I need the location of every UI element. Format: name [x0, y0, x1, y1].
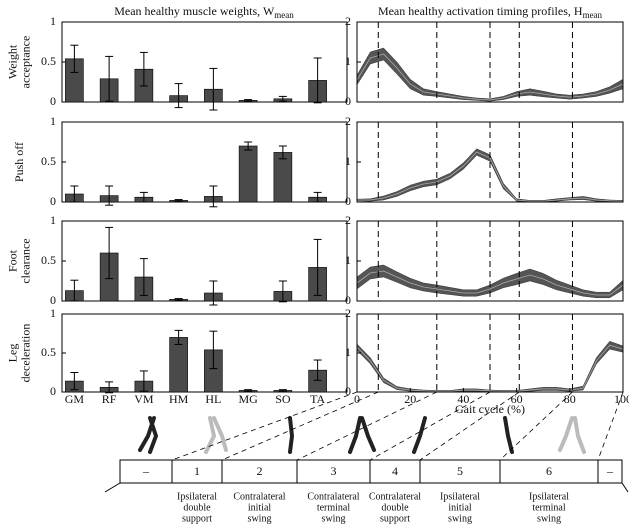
y-axis-label: Foot	[5, 249, 19, 272]
y-tick-label: 0	[345, 293, 351, 307]
phase-number: –	[606, 464, 614, 478]
phase-label: swing	[322, 513, 346, 524]
y-axis-label: Leg	[5, 344, 19, 363]
x-tick-label: TA	[310, 392, 325, 406]
x-tick-label: HM	[169, 392, 189, 406]
x-tick-label: 20	[404, 392, 416, 406]
y-tick-label: 0	[345, 94, 351, 108]
y-axis-label: Push off	[12, 142, 26, 182]
phase-label: Contralateral	[369, 491, 421, 502]
title-text: Mean healthy activation timing profiles,…	[378, 4, 583, 18]
x-tick-label: HL	[205, 392, 221, 406]
phase-label: swing	[248, 513, 272, 524]
phase-label: Ipsilateral	[529, 491, 569, 502]
chart-title: Mean healthy activation timing profiles,…	[378, 4, 603, 20]
x-tick-label: VM	[134, 392, 154, 406]
phase-number: 3	[331, 464, 337, 478]
title-subscript: mean	[583, 10, 603, 20]
phase-label: support	[182, 513, 212, 524]
y-axis-label: clearance	[18, 238, 32, 283]
bar	[170, 337, 188, 392]
y-tick-label: 0.5	[41, 345, 56, 359]
y-tick-label: 2	[345, 114, 351, 128]
phase-label: support	[380, 513, 410, 524]
bar	[274, 152, 292, 202]
phase-number: 4	[392, 464, 398, 478]
phase-label: swing	[537, 513, 561, 524]
figure: Mean healthy muscle weights, Wmean00.51W…	[0, 0, 629, 531]
phase-label: double	[183, 502, 211, 513]
y-tick-label: 1	[50, 213, 56, 227]
title-subscript: mean	[274, 10, 294, 20]
phase-label: Contralateral	[233, 491, 285, 502]
y-tick-label: 2	[345, 14, 351, 28]
y-axis-label: acceptance	[18, 36, 32, 89]
phase-label: terminal	[532, 502, 566, 513]
phase-label: initial	[448, 502, 472, 513]
x-tick-label: MG	[238, 392, 258, 406]
y-tick-label: 0	[345, 194, 351, 208]
x-tick-label: RF	[102, 392, 117, 406]
phase-number: 1	[194, 464, 200, 478]
y-tick-label: 1	[50, 14, 56, 28]
phase-number: 6	[546, 464, 552, 478]
y-tick-label: 0.5	[41, 54, 56, 68]
y-tick-label: 2	[345, 306, 351, 320]
y-tick-label: 1	[345, 345, 351, 359]
phase-label: Ipsilateral	[440, 491, 480, 502]
bar	[239, 146, 257, 202]
y-tick-label: 0	[50, 94, 56, 108]
y-tick-label: 0.5	[41, 253, 56, 267]
y-tick-label: 1	[345, 253, 351, 267]
phase-number: 5	[457, 464, 463, 478]
x-tick-label: 0	[354, 392, 360, 406]
y-tick-label: 2	[345, 213, 351, 227]
phase-label: swing	[448, 513, 472, 524]
phase-label: Contralateral	[307, 491, 359, 502]
y-tick-label: 1	[50, 306, 56, 320]
phase-label: terminal	[317, 502, 351, 513]
title-text: Mean healthy muscle weights, W	[114, 4, 275, 18]
y-tick-label: 1	[50, 114, 56, 128]
phase-label: double	[381, 502, 409, 513]
phase-number: 2	[257, 464, 263, 478]
y-tick-label: 1	[345, 54, 351, 68]
x-axis-label: Gait cycle (%)	[455, 402, 525, 416]
y-tick-label: 0.5	[41, 154, 56, 168]
phase-label: initial	[248, 502, 272, 513]
x-tick-label: 100	[614, 392, 629, 406]
y-tick-label: 0	[50, 293, 56, 307]
chart-title: Mean healthy muscle weights, Wmean	[114, 4, 294, 20]
phase-label: Ipsilateral	[177, 491, 217, 502]
phase-number: –	[142, 464, 150, 478]
y-tick-label: 0	[50, 194, 56, 208]
y-axis-label: deceleration	[18, 324, 32, 383]
y-tick-label: 1	[345, 154, 351, 168]
y-axis-label: Weight	[5, 44, 19, 79]
x-tick-label: SO	[275, 392, 291, 406]
y-tick-label: 0	[50, 384, 56, 398]
x-tick-label: GM	[65, 392, 85, 406]
